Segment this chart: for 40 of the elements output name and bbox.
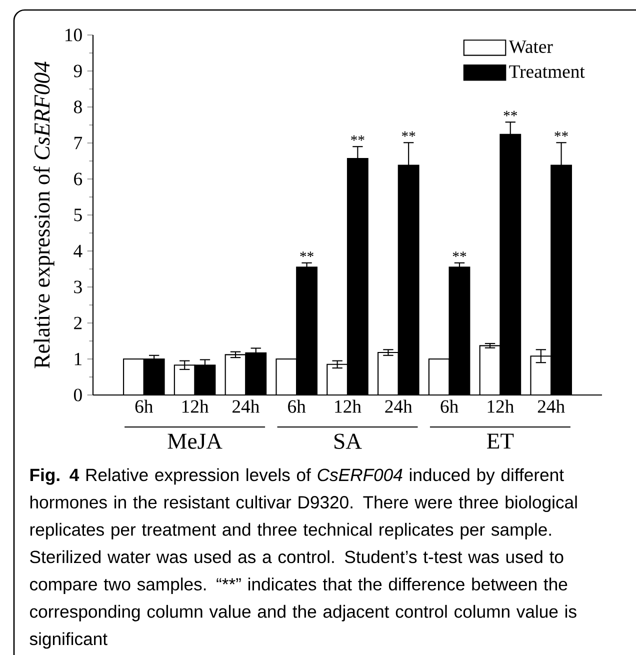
text: Relative expression levels of CsERF004 induced by different	[86, 468, 564, 485]
y-tick-label: 4	[74, 244, 82, 258]
text: ET	[487, 434, 514, 449]
data-label: **	[402, 131, 416, 137]
x-tick-label: 24h	[232, 400, 260, 413]
y-tick-label: 9	[74, 64, 82, 78]
y-tick-label: 2	[74, 316, 82, 330]
y-tick-label: 1	[74, 352, 82, 366]
data-label: **	[452, 252, 466, 258]
y-axis-title: Relative expression of CsERF004	[34, 62, 54, 368]
y-tick-label: 8	[74, 100, 82, 114]
x-tick-label: 12h	[488, 400, 514, 413]
legend-label: Water	[508, 40, 553, 54]
x-tick-label: 24h	[538, 400, 565, 413]
y-tick-label: 0	[74, 388, 82, 402]
text: Fig. 4	[30, 468, 80, 485]
data-label: **	[504, 110, 518, 116]
text: compare two samples. “**” indicates that the difference between the	[30, 578, 568, 594]
y-tick-label: 3	[74, 280, 82, 294]
text: SA	[334, 434, 362, 449]
data-label: **	[300, 252, 314, 258]
text: corresponding column value and the adjacent control column value is	[30, 604, 576, 622]
x-tick-label: 24h	[385, 400, 412, 413]
x-tick-label: 12h	[335, 400, 362, 413]
y-tick-label: 5	[74, 208, 82, 222]
data-label: **	[554, 131, 568, 137]
y-tick-label: 10	[66, 28, 82, 42]
y-tick-label: 7	[74, 136, 82, 150]
text: MeJA	[168, 434, 222, 449]
x-tick-label: 6h	[135, 400, 153, 413]
y-tick-label: 6	[74, 172, 82, 186]
text: significant	[30, 632, 108, 649]
text: hormones in the resistant cultivar D9320. There were three biological	[30, 496, 577, 512]
x-tick-label: 12h	[182, 400, 209, 413]
text: Sterilized water was used as a control. Student’s t-test was used to	[30, 550, 564, 564]
data-label: **	[351, 135, 364, 141]
legend-label: Treatment	[509, 65, 585, 78]
text: replicates per treatment and three technical replicates per sample.	[30, 522, 551, 540]
x-tick-label: 6h	[440, 400, 458, 413]
x-tick-label: 6h	[288, 400, 306, 413]
